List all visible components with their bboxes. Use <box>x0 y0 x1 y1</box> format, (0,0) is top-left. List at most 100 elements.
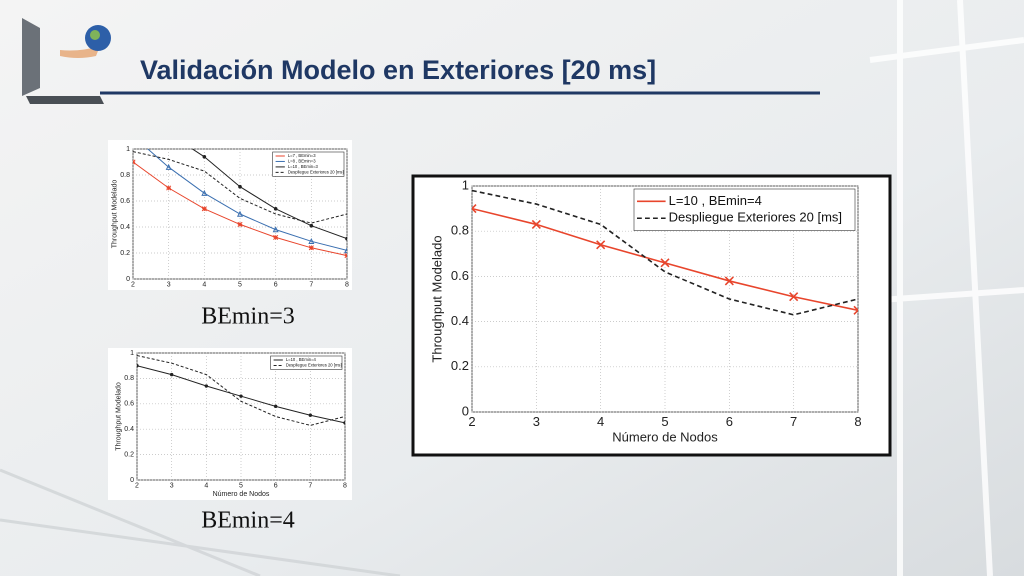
x-tick-label: 4 <box>597 414 604 429</box>
caption: BEmin=3 <box>201 304 295 330</box>
x-tick-label: 7 <box>309 281 313 288</box>
y-tick-label: 0 <box>126 276 130 283</box>
point <box>239 394 243 398</box>
point <box>238 184 242 189</box>
legend-label: L=8 , BEmin=3 <box>288 159 316 164</box>
legend-label: Despliegue Exteriores 20 [ms] <box>288 169 344 174</box>
point <box>472 204 477 214</box>
legend-label: Despliegue Exteriores 20 [ms] <box>669 210 842 225</box>
point <box>308 237 315 244</box>
plot-series <box>472 189 858 316</box>
y-tick-label: 0.4 <box>124 426 134 433</box>
y-axis-label: Throughput Modelado <box>116 382 123 451</box>
point <box>343 421 345 425</box>
point <box>343 247 347 254</box>
y-tick-label: 0.4 <box>451 313 469 328</box>
point <box>236 210 244 217</box>
point <box>204 384 209 388</box>
y-axis-label: Throughput Modelado <box>430 235 445 362</box>
caption: BEmin=4 <box>201 508 295 534</box>
legend-box <box>270 355 343 370</box>
y-tick-label: 0.2 <box>124 451 134 458</box>
y-tick-label: 0.6 <box>120 198 130 205</box>
point <box>273 404 278 409</box>
x-tick-label: 7 <box>790 414 797 429</box>
x-tick-label: 4 <box>204 482 208 489</box>
chart: 0 0.2 0.4 0.6 0.8 1 2 3 4 5 6 7 8 Número de Nodos Thro… <box>108 348 352 500</box>
x-axis-label: Número de Nodos <box>612 429 718 444</box>
point <box>165 163 172 170</box>
chart: 0 0.2 0.4 0.6 0.8 1 2 3 4 5 6 7 8 Throughput Modelado… <box>108 140 352 290</box>
series-line <box>137 355 345 426</box>
y-tick-label: 0.4 <box>120 224 130 231</box>
point <box>273 234 279 240</box>
point <box>166 185 172 191</box>
y-tick-label: 0.2 <box>120 250 130 257</box>
point <box>137 364 139 368</box>
point <box>853 305 858 315</box>
series-line <box>133 151 347 224</box>
x-tick-label: 6 <box>274 281 278 288</box>
legend-label: L=10 , BEmin=4 <box>669 193 762 208</box>
plot-series <box>133 149 347 259</box>
y-tick-label: 0.8 <box>120 172 130 179</box>
point <box>724 276 734 286</box>
y-tick-label: 1 <box>130 350 134 357</box>
x-tick-label: 8 <box>345 281 349 288</box>
y-tick-label: 0.6 <box>451 268 469 283</box>
x-tick-label: 2 <box>468 414 475 429</box>
y-tick-label: 1 <box>462 177 469 192</box>
point <box>201 206 207 212</box>
x-tick-label: 5 <box>661 414 668 429</box>
legend: L=10 , BEmin=4 Despliegue Exteriores 20 [… <box>633 188 856 231</box>
point <box>169 372 174 377</box>
series-line <box>472 189 858 316</box>
legend-label: L=10 , BEmin=3 <box>288 164 319 169</box>
x-tick-label: 5 <box>238 281 242 288</box>
legend-label: L=10 , BEmin=4 <box>286 357 317 362</box>
chart: 0 0.2 0.4 0.6 0.8 1 2 3 4 5 6 7 8 Número de Nodos Thro… <box>430 177 862 444</box>
point <box>202 154 207 159</box>
point <box>309 223 314 228</box>
x-tick-label: 3 <box>533 414 540 429</box>
point <box>308 413 313 417</box>
x-tick-label: 8 <box>343 482 347 489</box>
x-tick-label: 3 <box>167 281 171 288</box>
point <box>308 245 314 251</box>
x-tick-label: 4 <box>202 281 206 288</box>
x-tick-label: 6 <box>726 414 733 429</box>
x-tick-label: 7 <box>308 482 312 489</box>
legend-label: L=7 , BEmin=3 <box>288 153 316 158</box>
plot-series <box>137 355 345 426</box>
legend-box <box>633 188 856 231</box>
point <box>272 226 279 233</box>
y-tick-label: 0.8 <box>451 223 469 238</box>
x-axis-label: Número de Nodos <box>213 491 270 498</box>
y-axis-label: Throughput Modelado <box>112 180 119 249</box>
x-tick-label: 6 <box>274 482 278 489</box>
legend: L=7 , BEmin=3L=8 , BEmin=3L=10 , BEmin=3… <box>272 151 345 177</box>
point <box>237 221 243 227</box>
point <box>660 258 670 268</box>
y-tick-label: 0 <box>462 403 469 418</box>
point <box>596 240 606 250</box>
x-tick-label: 2 <box>131 281 135 288</box>
x-tick-label: 5 <box>239 482 243 489</box>
series-line <box>147 149 347 251</box>
y-tick-label: 0.8 <box>124 375 134 382</box>
x-tick-label: 8 <box>854 414 861 429</box>
point <box>789 292 799 302</box>
y-tick-label: 0.2 <box>451 358 469 373</box>
point <box>201 189 208 196</box>
laptop-icon <box>22 18 111 104</box>
x-tick-label: 2 <box>135 482 139 489</box>
point <box>531 219 541 229</box>
slide-title: Validación Modelo en Exteriores [20 ms] <box>140 55 656 85</box>
y-tick-label: 1 <box>126 146 130 153</box>
point <box>273 206 278 211</box>
y-tick-label: 0.6 <box>124 401 134 408</box>
x-tick-label: 3 <box>170 482 174 489</box>
